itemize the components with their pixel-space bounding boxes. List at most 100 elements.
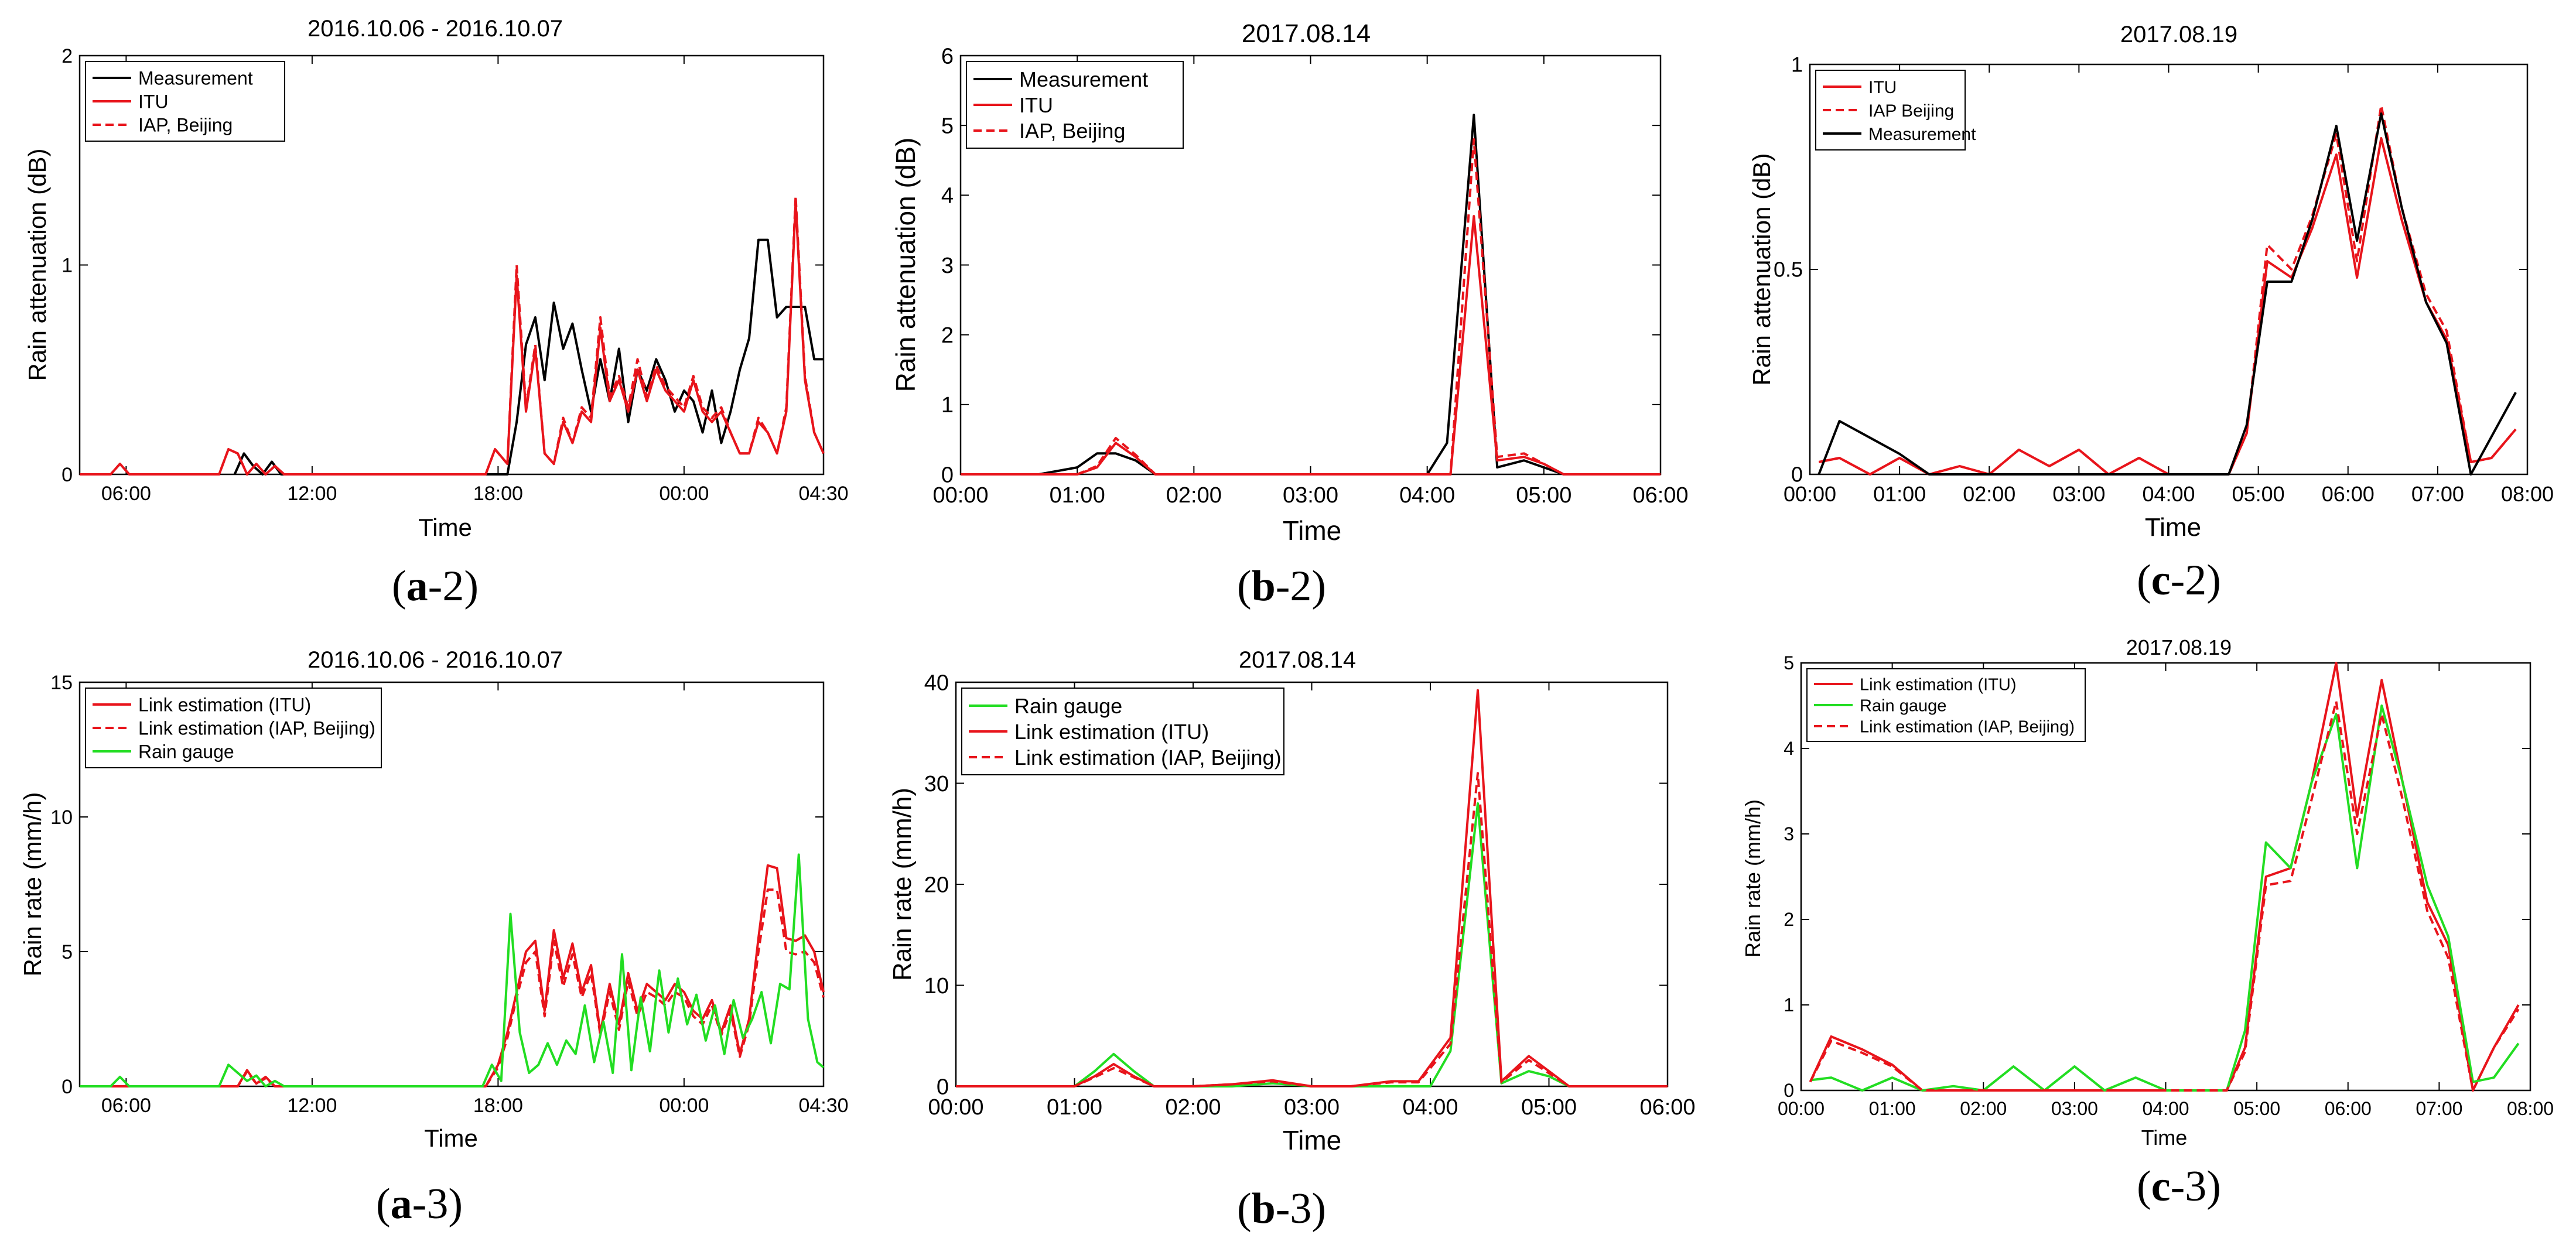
legend-box <box>961 688 1284 775</box>
y-tick-label: 20 <box>924 873 949 897</box>
legend-label: ITU <box>138 91 169 112</box>
y-tick-label: 0 <box>62 1076 73 1098</box>
x-tick-label: 00:00 <box>1778 1098 1825 1119</box>
x-tick-label: 07:00 <box>2411 482 2464 506</box>
legend-label: Measurement <box>138 68 253 89</box>
legend-label: ITU <box>1019 93 1053 117</box>
y-tick-label: 1 <box>941 393 954 418</box>
x-tick-label: 03:00 <box>2052 482 2105 506</box>
x-tick-label: 06:00 <box>1632 483 1688 508</box>
x-tick-label: 18:00 <box>473 483 523 505</box>
x-tick-label: 01:00 <box>1869 1098 1916 1119</box>
legend-label: Link estimation (ITU) <box>1014 720 1209 744</box>
legend-label: Measurement <box>1868 125 1976 144</box>
x-axis-label: Time <box>1283 1125 1342 1155</box>
panel-b-3: 2017.08.14 0 10 20 30 40 00:00 01:00 02:00 03:00… <box>888 647 1696 1233</box>
y-tick-label: 1 <box>1791 53 1803 77</box>
panel-b-2: 2017.08.14 0 1 2 3 4 5 6 00:00 01:00 02:00 03:00 04… <box>890 19 1689 610</box>
panel-caption: (a-2) <box>392 562 479 610</box>
x-tick-label: 00:00 <box>659 1095 709 1117</box>
y-tick-label: 0 <box>941 463 954 487</box>
y-tick-label: 2 <box>1784 909 1794 930</box>
panel-caption: (c-3) <box>2137 1162 2221 1210</box>
x-tick-label: 03:00 <box>1284 1095 1340 1120</box>
x-tick-label: 01:00 <box>1050 483 1105 508</box>
legend-label: IAP, Beijing <box>1019 119 1125 143</box>
y-tick-label: 2 <box>941 323 954 348</box>
legend-label: ITU <box>1868 78 1897 97</box>
series-line <box>80 853 825 1087</box>
x-tick-label: 02:00 <box>1963 482 2015 506</box>
legend-label: Link estimation (IAP, Beijing) <box>138 718 375 739</box>
chart-title: 2017.08.14 <box>1239 647 1356 673</box>
y-axis-label: Rain rate (mm/h) <box>888 788 917 981</box>
panel-caption: (b-3) <box>1237 1185 1326 1233</box>
series-line <box>961 138 1661 476</box>
panel-a-2: 2016.10.06 - 2016.10.07 0 1 2 06:00 12:00 18:… <box>23 16 849 610</box>
legend-box <box>1806 668 2086 742</box>
y-tick-label: 0.5 <box>1774 258 1803 282</box>
x-tick-label: 06:00 <box>1639 1095 1695 1120</box>
legend-label: Link estimation (ITU) <box>138 695 311 716</box>
chart-title: 2017.08.14 <box>1242 19 1371 48</box>
series-line <box>80 888 825 1087</box>
x-tick-label: 04:00 <box>1399 483 1455 508</box>
plot-area: 0 10 20 30 40 00:00 01:00 02:00 03:00 04:00 05:00 0… <box>924 671 1696 1120</box>
chart-title: 2017.08.19 <box>2126 635 2232 659</box>
legend-label: IAP Beijing <box>1868 101 1954 121</box>
plot-area: 0 1 2 3 4 5 6 00:00 01:00 02:00 03:00 04:00 05:00 06:… <box>932 44 1688 508</box>
x-tick-label: 01:00 <box>1873 482 1926 506</box>
panel-caption: (a-3) <box>376 1180 463 1228</box>
legend-label: Link estimation (IAP, Beijing) <box>1860 717 2075 736</box>
x-tick-label: 06:00 <box>101 483 151 505</box>
y-tick-label: 10 <box>924 974 949 998</box>
x-tick-label: 00:00 <box>928 1095 983 1120</box>
series-line <box>1817 112 2517 476</box>
y-axis-label: Rain attenuation (dB) <box>23 149 51 381</box>
y-tick-label: 1 <box>62 254 73 276</box>
y-tick-label: 3 <box>941 254 954 278</box>
x-tick-label: 04:00 <box>2142 1098 2189 1119</box>
x-axis-label: Time <box>2141 1126 2188 1150</box>
y-tick-label: 0 <box>62 464 73 486</box>
panel-caption: (b-2) <box>1237 562 1326 610</box>
x-tick-label: 05:00 <box>2233 1098 2280 1119</box>
plot-area: 0 5 10 15 06:00 12:00 18:00 00:00 04:30 Link esti… <box>50 672 848 1117</box>
chart-title: 2017.08.19 <box>2120 22 2237 47</box>
x-tick-label: 02:00 <box>1165 1095 1221 1120</box>
x-tick-label: 07:00 <box>2416 1098 2462 1119</box>
y-tick-label: 2 <box>62 45 73 67</box>
legend-label: Rain gauge <box>1860 696 1946 715</box>
x-axis-label: Time <box>418 514 472 541</box>
x-tick-label: 12:00 <box>287 483 337 505</box>
x-tick-label: 06:00 <box>2325 1098 2372 1119</box>
legend-label: Measurement <box>1019 67 1148 91</box>
panel-c-3: 2017.08.19 0 1 2 3 4 5 00:00 01:00 02:00 03:00 04:… <box>1741 635 2554 1210</box>
x-tick-label: 00:00 <box>932 483 988 508</box>
y-tick-label: 40 <box>924 671 949 695</box>
series-line <box>956 772 1668 1087</box>
x-tick-label: 02:00 <box>1960 1098 2007 1119</box>
chart-title: 2016.10.06 - 2016.10.07 <box>308 647 563 673</box>
panel-a-3: 2016.10.06 - 2016.10.07 0 5 10 15 06:00 12:00… <box>19 647 849 1228</box>
x-tick-label: 05:00 <box>2232 482 2285 506</box>
x-tick-label: 06:00 <box>2322 482 2375 506</box>
x-tick-label: 04:30 <box>798 483 848 505</box>
x-axis-label: Time <box>2145 513 2201 542</box>
y-tick-label: 5 <box>1784 652 1794 673</box>
legend-label: Rain gauge <box>138 741 234 762</box>
y-tick-label: 0 <box>937 1075 949 1099</box>
x-tick-label: 00:00 <box>1784 482 1836 506</box>
y-tick-label: 10 <box>50 806 73 829</box>
x-tick-label: 01:00 <box>1047 1095 1102 1120</box>
y-axis-label: Rain rate (mm/h) <box>1741 799 1765 957</box>
x-tick-label: 04:00 <box>2142 482 2195 506</box>
series-line <box>1809 700 2520 1092</box>
x-tick-label: 02:00 <box>1166 483 1222 508</box>
y-tick-label: 5 <box>941 114 954 138</box>
panel-c-2: 2017.08.19 0 0.5 1 00:00 01:00 02:00 03:00 04:0… <box>1748 22 2554 604</box>
x-tick-label: 03:00 <box>2051 1098 2098 1119</box>
y-axis-label: Rain rate (mm/h) <box>19 792 46 976</box>
